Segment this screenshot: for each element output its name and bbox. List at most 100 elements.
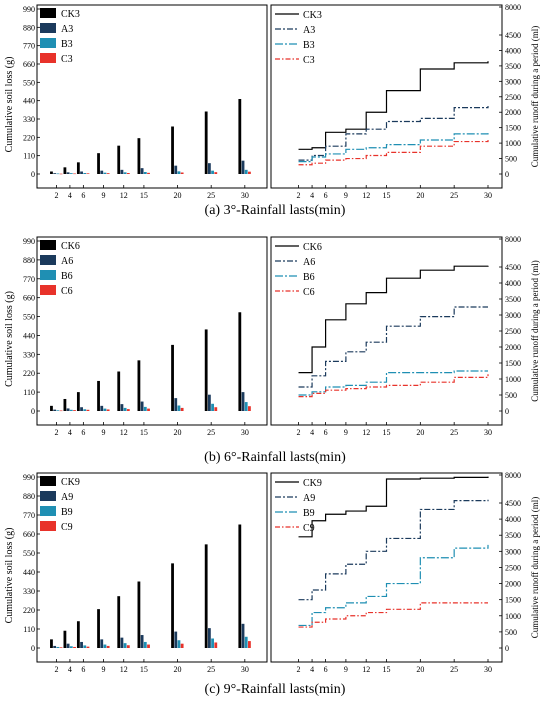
bar-legend-label: B9 xyxy=(61,507,73,518)
line-series-B9 xyxy=(298,544,489,627)
line-ytick-label: 2000 xyxy=(505,580,521,589)
panel-caption: (b) 6°-Rainfall lasts(min) xyxy=(204,450,346,465)
bar-ytick-label: 770 xyxy=(23,42,35,51)
bar-xtick-label: 30 xyxy=(241,428,249,437)
bar-legend-swatch-B3 xyxy=(40,38,56,48)
bar-CK9-4 xyxy=(63,630,67,648)
bar-CK6-9 xyxy=(97,380,100,411)
line-series-A6 xyxy=(298,306,488,388)
bar-legend-swatch-B6 xyxy=(40,270,56,280)
line-ytick-label: 4000 xyxy=(505,46,521,55)
bar-B6-6 xyxy=(83,409,87,411)
bar-CK6-2 xyxy=(50,405,53,411)
line-series-C9 xyxy=(298,602,488,628)
bar-ylabel: Cumulative soil loss (g) xyxy=(4,291,15,387)
bar-B3-4 xyxy=(69,173,73,174)
bar-xtick-label: 20 xyxy=(174,191,182,200)
bar-CK6-30 xyxy=(238,312,242,411)
bar-CK9-25 xyxy=(204,544,208,648)
bar-C9-6 xyxy=(86,646,90,648)
bar-CK3-30 xyxy=(238,99,242,174)
bar-ytick-label: 0 xyxy=(31,407,35,416)
bar-legend-label: C9 xyxy=(61,522,73,533)
line-xtick-label: 2 xyxy=(297,428,301,437)
bar-ytick-label: 660 xyxy=(23,530,35,539)
bar-legend-label: CK3 xyxy=(61,9,80,20)
bar-legend-label: CK6 xyxy=(61,241,80,252)
bar-xtick-label: 12 xyxy=(120,665,128,674)
line-ytick-label: 8000 xyxy=(505,3,521,12)
bar-CK9-2 xyxy=(50,639,53,648)
bar-A9-15 xyxy=(140,635,144,648)
line-ytick-label: 2000 xyxy=(505,108,521,117)
bar-xtick-label: 20 xyxy=(174,665,182,674)
bar-xtick-label: 4 xyxy=(68,191,72,200)
bar-C9-20 xyxy=(180,643,184,648)
bar-B6-20 xyxy=(177,405,181,411)
line-xtick-label: 15 xyxy=(383,428,391,437)
line-ytick-label: 3500 xyxy=(505,531,521,540)
bar-ytick-label: 440 xyxy=(23,568,35,577)
line-ytick-label: 0 xyxy=(505,644,509,653)
bar-xtick-label: 12 xyxy=(120,191,128,200)
bar-A3-6 xyxy=(80,171,83,174)
bar-B9-2 xyxy=(56,646,60,648)
bar-C9-2 xyxy=(59,647,63,648)
bar-legend-label: B3 xyxy=(61,39,73,50)
line-ylabel: Cumulative runoff during a period (ml) xyxy=(530,497,540,639)
bar-B6-30 xyxy=(244,402,248,411)
line-legend-label: A3 xyxy=(303,25,315,36)
bar-CK3-6 xyxy=(76,162,80,174)
bar-C9-25 xyxy=(214,642,218,648)
bar-ytick-label: 990 xyxy=(23,5,35,14)
bar-CK3-25 xyxy=(204,111,208,174)
line-ytick-label: 4000 xyxy=(505,279,521,288)
bar-C3-6 xyxy=(86,173,90,174)
line-xtick-label: 9 xyxy=(344,191,348,200)
line-xtick-label: 25 xyxy=(450,665,458,674)
bar-C6-6 xyxy=(86,409,90,411)
line-xtick-label: 30 xyxy=(484,191,492,200)
line-series-CK3 xyxy=(298,61,489,150)
bar-A3-30 xyxy=(241,160,245,174)
line-ytick-label: 500 xyxy=(505,391,517,400)
bar-A3-4 xyxy=(66,172,70,174)
line-ytick-label: 500 xyxy=(505,628,517,637)
line-ylabel: Cumulative runoff during a period (ml) xyxy=(530,26,540,168)
bar-B9-9 xyxy=(103,644,107,648)
bar-A6-6 xyxy=(80,407,83,411)
line-ylabel: Cumulative runoff during a period (ml) xyxy=(530,260,540,402)
bar-xtick-label: 6 xyxy=(81,665,85,674)
bar-A9-30 xyxy=(241,623,245,648)
bar-CK6-15 xyxy=(137,360,141,411)
bar-B3-30 xyxy=(244,169,248,174)
bar-B6-12 xyxy=(123,407,127,411)
panel-caption: (c) 9°-Rainfall lasts(min) xyxy=(205,682,346,697)
bar-B3-12 xyxy=(123,172,127,174)
bar-A6-4 xyxy=(66,408,70,411)
line-series-B3 xyxy=(298,132,489,163)
line-xtick-label: 9 xyxy=(344,428,348,437)
line-legend-label: C3 xyxy=(303,55,315,66)
bar-A3-20 xyxy=(174,165,178,174)
line-xtick-label: 25 xyxy=(450,191,458,200)
line-legend-label: CK9 xyxy=(303,478,322,489)
bar-ytick-label: 660 xyxy=(23,294,35,303)
bar-A3-9 xyxy=(100,170,104,174)
bar-B6-9 xyxy=(103,408,107,411)
line-ytick-label: 8000 xyxy=(505,235,521,244)
bar-A3-25 xyxy=(207,163,211,174)
bar-xtick-label: 30 xyxy=(241,665,249,674)
bar-ytick-label: 550 xyxy=(23,313,35,322)
bar-legend-label: A6 xyxy=(61,256,73,267)
line-xtick-label: 4 xyxy=(310,665,314,674)
bar-legend-swatch-CK6 xyxy=(40,240,56,250)
bar-ytick-label: 0 xyxy=(31,170,35,179)
bar-B9-15 xyxy=(143,641,147,648)
bar-CK3-12 xyxy=(117,145,121,174)
line-series-C6 xyxy=(298,374,489,398)
line-series-A3 xyxy=(298,106,489,161)
line-ytick-label: 0 xyxy=(505,170,509,179)
bar-CK6-6 xyxy=(76,392,80,411)
